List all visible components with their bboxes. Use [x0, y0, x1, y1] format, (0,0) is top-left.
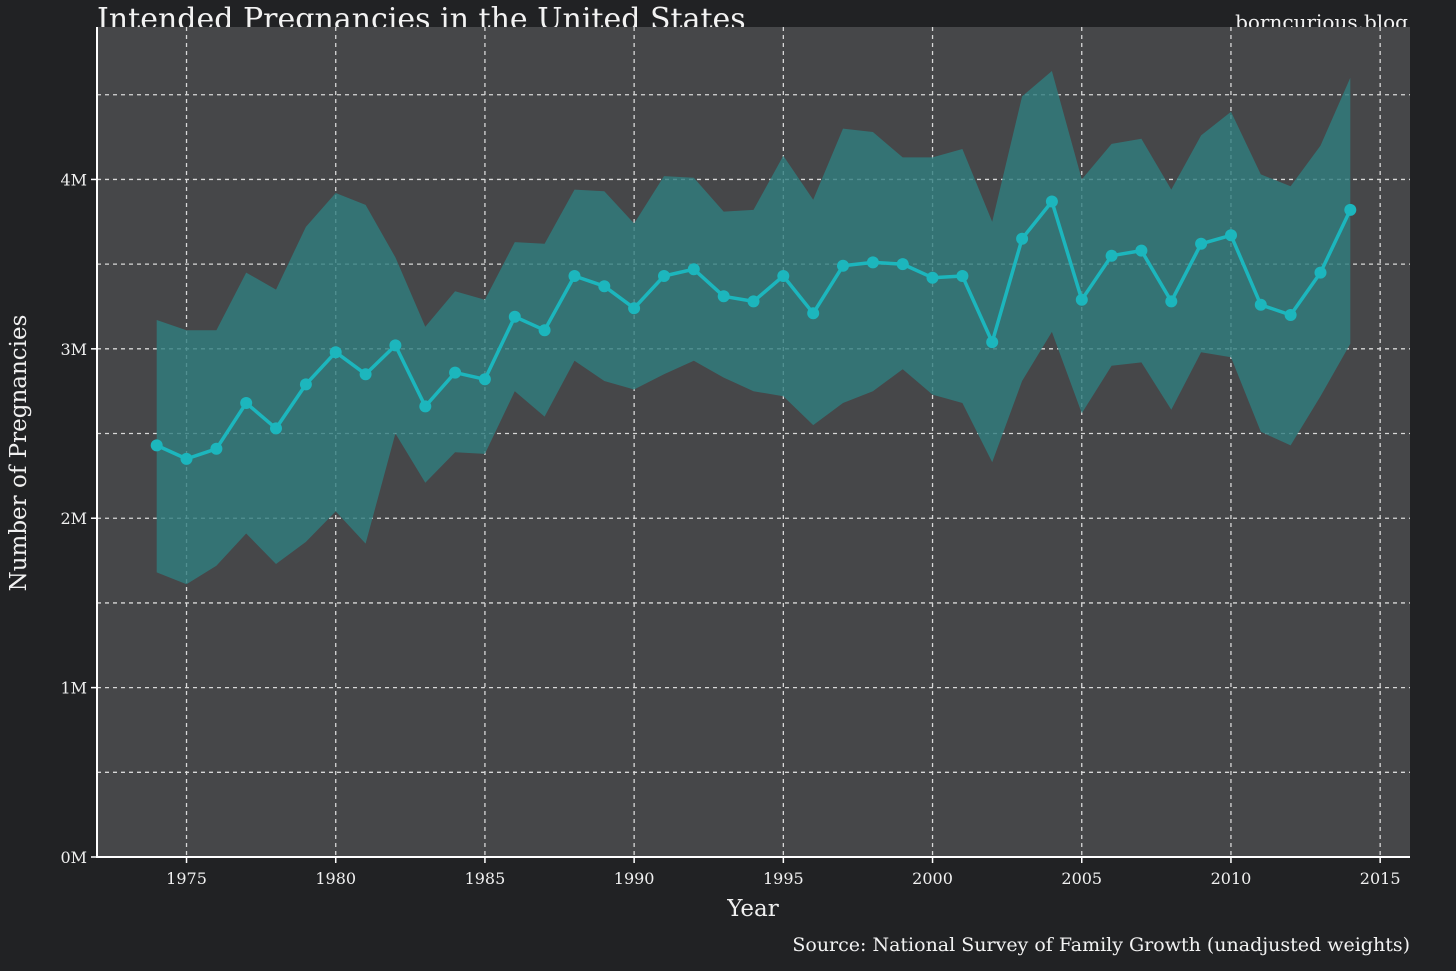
data-point-2012 — [1284, 309, 1297, 321]
y-tick-label-4M: 4M — [60, 170, 87, 189]
data-point-2010 — [1225, 229, 1237, 242]
data-point-1978 — [270, 422, 282, 435]
data-point-2006 — [1105, 249, 1118, 262]
x-tick-label-2005: 2005 — [1061, 869, 1102, 888]
y-tick-label-1M: 1M — [60, 679, 87, 698]
data-point-1985 — [478, 373, 491, 386]
data-point-2004 — [1045, 195, 1058, 208]
data-point-1998 — [866, 256, 879, 269]
data-point-2005 — [1075, 293, 1088, 306]
x-tick-label-2015: 2015 — [1360, 869, 1401, 888]
data-point-2000 — [926, 271, 939, 284]
data-point-1994 — [747, 295, 760, 308]
data-point-2014 — [1344, 203, 1357, 216]
x-tick-label-1975: 1975 — [166, 869, 207, 888]
y-tick-label-0M: 0M — [60, 848, 87, 867]
data-point-1992 — [687, 263, 700, 276]
source-note: Source: National Survey of Family Growth… — [792, 934, 1410, 956]
data-point-1986 — [508, 310, 521, 323]
x-tick-label-1995: 1995 — [763, 869, 804, 888]
data-point-1988 — [568, 270, 581, 282]
x-axis-title: Year — [726, 896, 779, 922]
data-point-1999 — [896, 258, 909, 271]
x-tick-label-1980: 1980 — [315, 869, 356, 888]
data-point-2011 — [1254, 298, 1267, 311]
data-point-2001 — [956, 270, 969, 282]
data-point-1993 — [717, 290, 730, 303]
data-point-layer — [150, 195, 1357, 465]
y-tick-labels: 0M 1M 2M 3M 4M — [60, 170, 97, 867]
data-point-1982 — [389, 339, 402, 352]
y-axis-title: Number of Pregnancies — [6, 315, 32, 592]
data-point-1996 — [807, 307, 820, 320]
x-tick-labels: 1975 1980 1985 1990 1995 2000 2005 2010 2015 — [166, 857, 1401, 888]
data-point-1980 — [329, 346, 342, 359]
data-point-1979 — [299, 378, 312, 391]
axes — [96, 27, 1410, 858]
data-point-1976 — [210, 442, 223, 455]
data-point-1997 — [837, 259, 849, 272]
data-point-1990 — [628, 302, 641, 315]
y-tick-label-2M: 2M — [60, 509, 87, 528]
data-point-2008 — [1165, 295, 1178, 308]
data-point-1987 — [538, 324, 551, 337]
data-point-1989 — [598, 280, 611, 293]
data-point-1975 — [180, 452, 193, 465]
x-tick-label-2010: 2010 — [1211, 869, 1252, 888]
data-point-1974 — [150, 439, 163, 452]
data-point-2013 — [1314, 266, 1327, 279]
data-point-1991 — [658, 270, 670, 282]
x-tick-label-1990: 1990 — [614, 869, 655, 888]
data-point-2009 — [1195, 237, 1208, 250]
data-point-1984 — [449, 366, 462, 379]
data-point-1983 — [419, 400, 432, 413]
x-tick-label-1985: 1985 — [465, 869, 506, 888]
data-point-2002 — [986, 336, 999, 349]
data-point-1995 — [777, 270, 790, 282]
y-tick-label-3M: 3M — [60, 340, 87, 359]
x-tick-label-2000: 2000 — [912, 869, 953, 888]
data-point-1977 — [240, 397, 253, 409]
data-point-1981 — [359, 368, 372, 381]
data-point-2007 — [1135, 244, 1148, 257]
data-point-2003 — [1016, 232, 1029, 245]
